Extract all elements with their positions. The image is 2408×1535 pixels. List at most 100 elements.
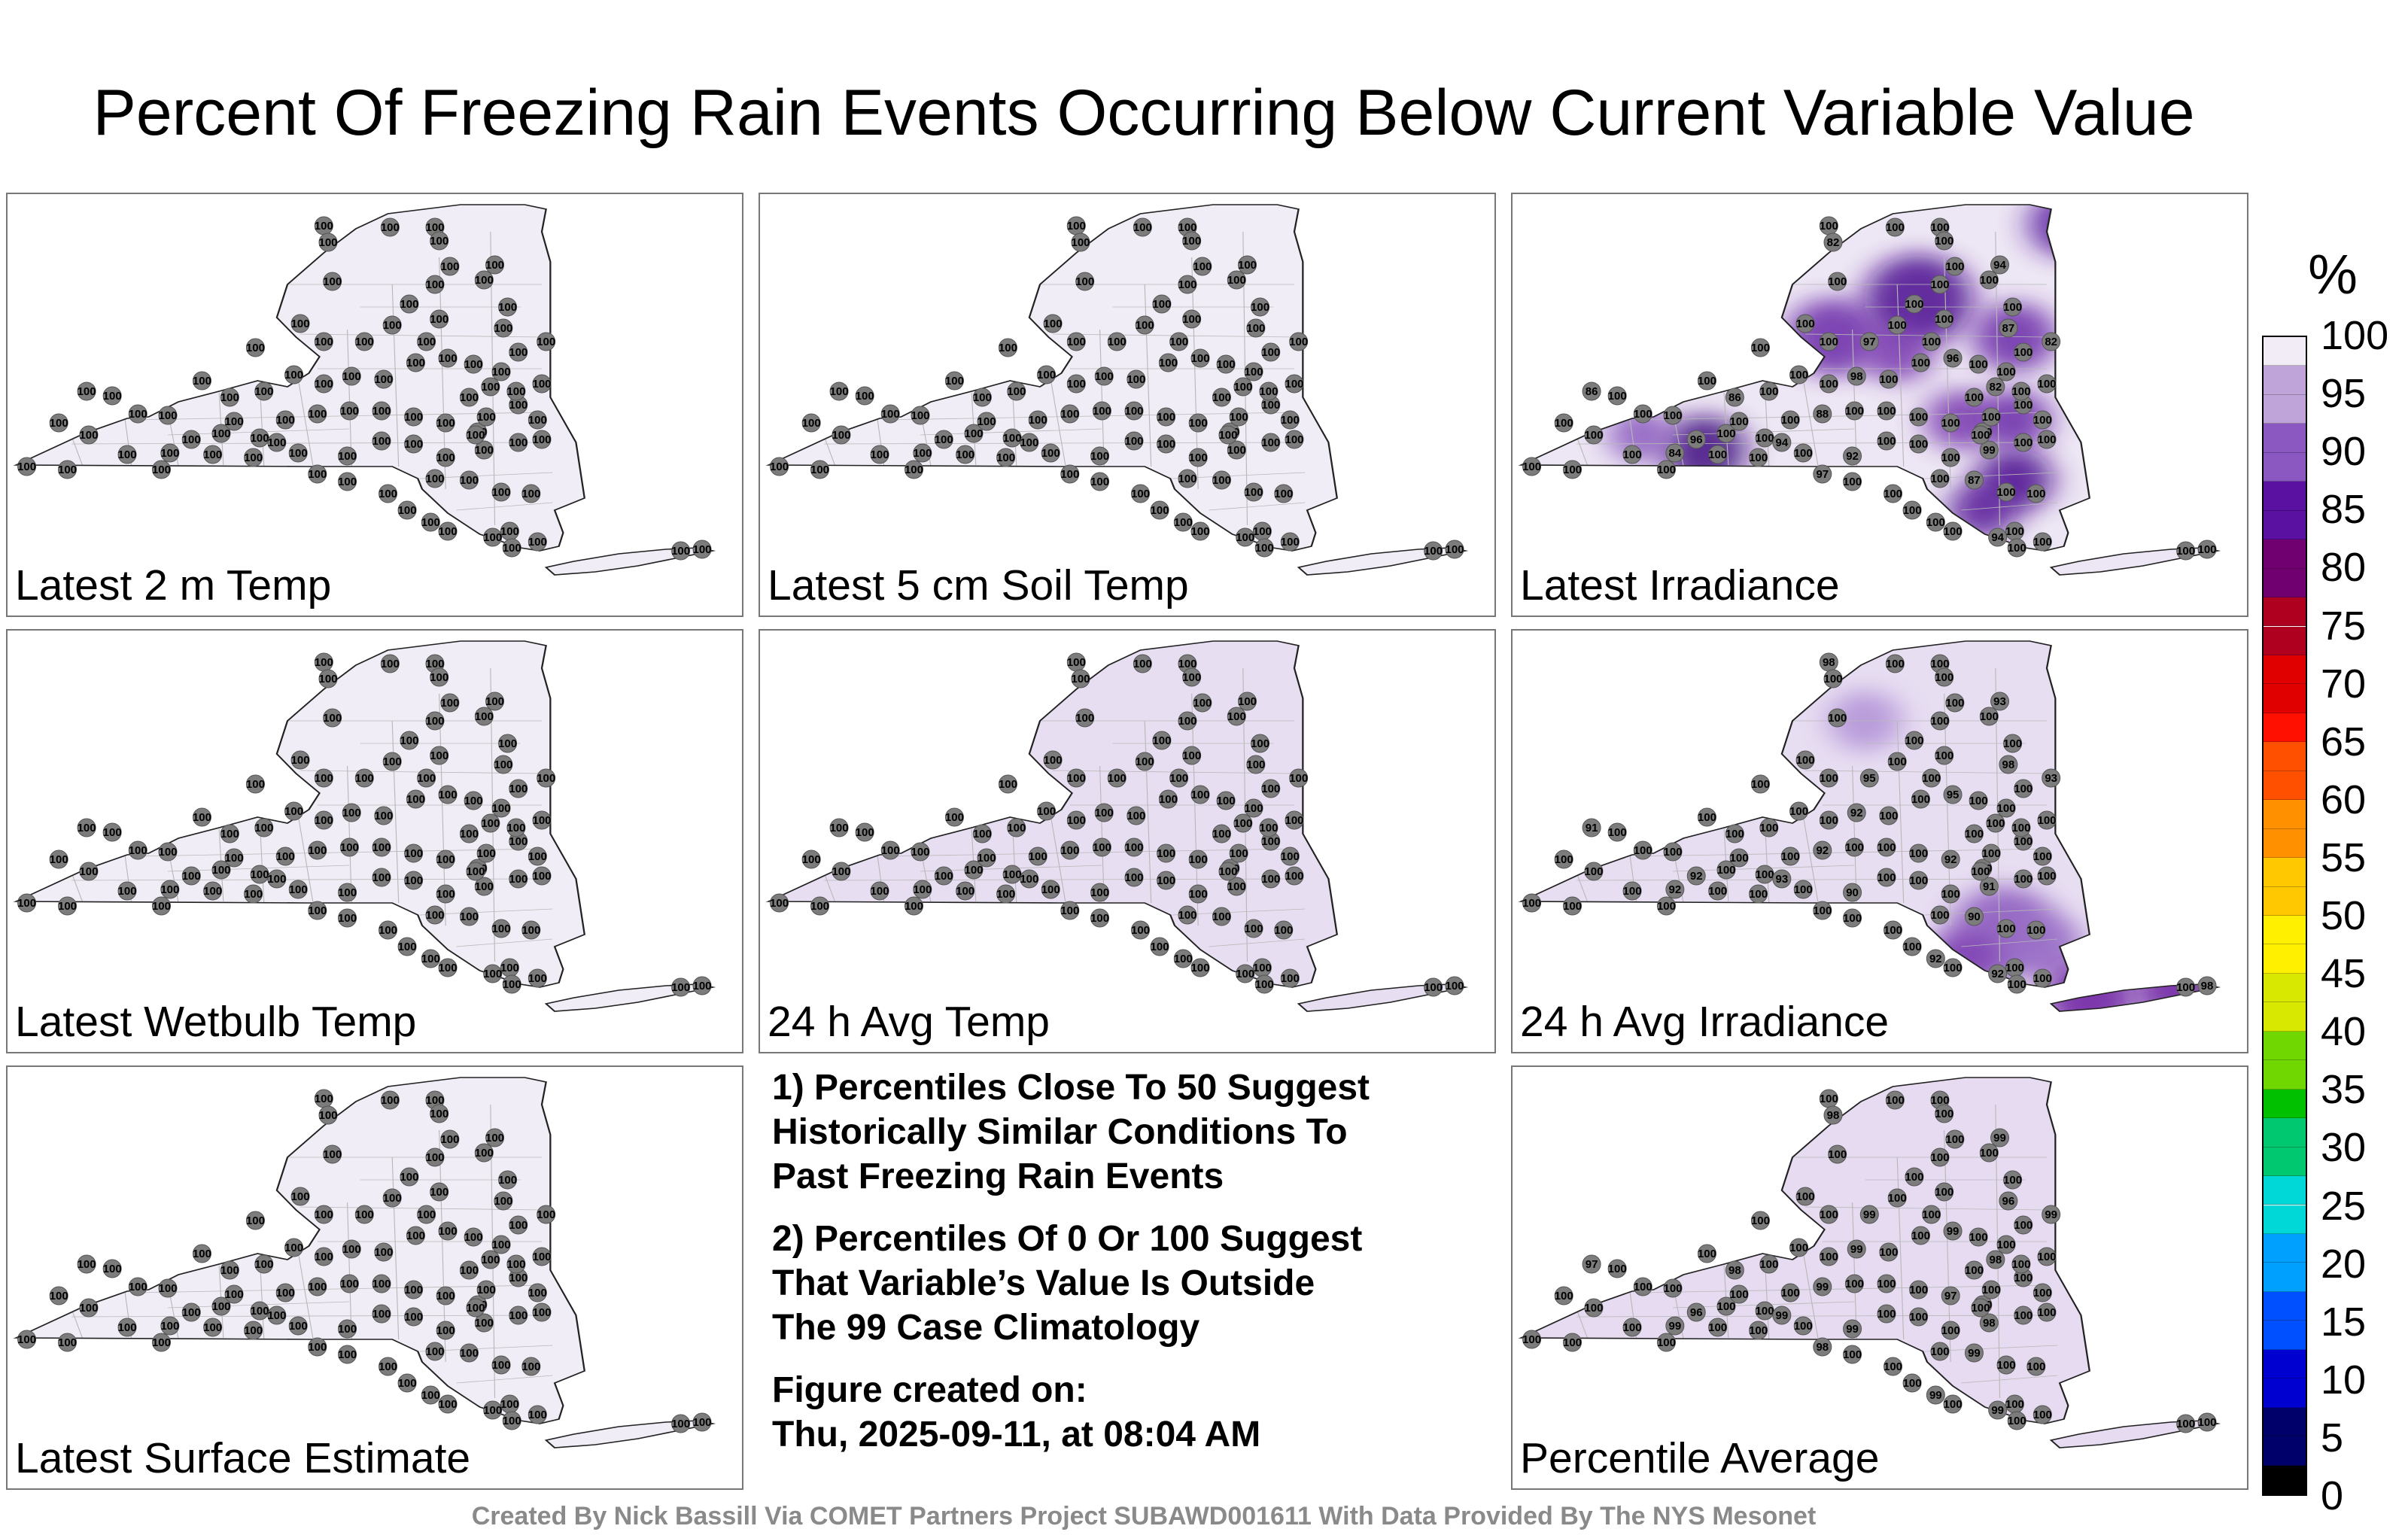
station-marker <box>528 968 547 988</box>
station-value: 100 <box>1997 366 2016 378</box>
station-marker <box>436 850 455 869</box>
station-marker <box>2197 1412 2217 1432</box>
station-value: 100 <box>1794 883 1813 896</box>
station-value: 100 <box>1218 865 1237 878</box>
station-value: 100 <box>460 474 479 487</box>
station-marker <box>1633 1277 1652 1296</box>
station-value: 100 <box>1133 658 1152 670</box>
station-marker <box>1905 731 1924 750</box>
station-value: 100 <box>1157 438 1175 451</box>
station-marker <box>1905 1167 1924 1187</box>
station-value: 100 <box>1941 1324 1960 1337</box>
station-value: 98 <box>1989 1254 2002 1266</box>
station-marker <box>1926 1385 1945 1405</box>
station-value: 100 <box>830 822 849 834</box>
long-island-outline <box>1297 547 1469 576</box>
colorbar-tick-label: 25 <box>2321 1183 2367 1229</box>
station-value: 100 <box>1879 810 1898 822</box>
county-line <box>1144 284 1152 467</box>
station-marker <box>996 884 1016 904</box>
station-marker <box>425 1147 445 1167</box>
station-marker <box>1971 1298 1990 1318</box>
station-value: 100 <box>2033 536 2052 549</box>
station-marker <box>2033 532 2052 552</box>
station-marker <box>1935 667 1954 687</box>
station-value: 100 <box>1584 429 1603 442</box>
station-marker <box>1238 692 1257 711</box>
station-value: 100 <box>2033 1287 2052 1299</box>
station-marker <box>1935 231 1954 251</box>
station-value: 100 <box>158 409 177 422</box>
station-marker <box>1909 434 1929 454</box>
station-value: 100 <box>289 883 308 896</box>
station-value: 100 <box>152 1336 171 1349</box>
station-marker <box>1859 768 1879 788</box>
station-value: 100 <box>1090 476 1109 488</box>
long-island-fill <box>2051 548 2218 575</box>
station-marker <box>192 371 211 391</box>
station-value: 100 <box>372 435 391 448</box>
station-value: 100 <box>1930 278 1949 291</box>
station-marker <box>1964 1260 1984 1280</box>
station-marker <box>1971 425 1990 445</box>
station-value: 100 <box>1845 1278 1864 1290</box>
station-marker <box>1233 813 1253 833</box>
station-value: 100 <box>315 656 333 669</box>
station-marker <box>1969 1227 1988 1247</box>
station-marker <box>528 410 547 430</box>
station-value: 100 <box>2026 1360 2045 1373</box>
station-marker <box>372 837 391 857</box>
county-line <box>391 284 400 467</box>
station-marker <box>474 707 494 726</box>
station-value: 100 <box>1930 221 1949 234</box>
station-value: 100 <box>1903 941 1922 953</box>
station-marker <box>2042 1205 2061 1224</box>
station-marker <box>1126 369 1146 389</box>
station-marker <box>977 848 996 868</box>
station-marker <box>1285 430 1304 449</box>
station-value: 100 <box>1124 405 1143 418</box>
colorbar-segment <box>2264 1205 2306 1234</box>
station-marker <box>1060 840 1080 860</box>
station-value: 100 <box>1178 658 1196 670</box>
station-marker <box>671 541 691 561</box>
colorbar-segment <box>2264 1060 2306 1090</box>
county-line <box>456 1375 553 1384</box>
note-percentile-50: 1) Percentiles Close To 50 Suggest Histo… <box>772 1068 1370 1196</box>
station-value: 100 <box>770 460 789 473</box>
station-marker <box>440 257 460 276</box>
station-value: 100 <box>492 366 511 378</box>
station-marker <box>374 1242 394 1262</box>
station-value: 100 <box>318 1109 337 1122</box>
station-marker <box>1941 413 1960 433</box>
station-marker <box>380 654 400 673</box>
colorbar-segment <box>2264 1147 2306 1177</box>
station-marker <box>102 1259 122 1278</box>
station-value: 100 <box>1930 909 1949 922</box>
station-value: 100 <box>246 1214 265 1227</box>
station-marker <box>339 401 359 421</box>
station-value: 100 <box>1274 924 1293 937</box>
station-marker <box>474 440 494 460</box>
station-marker <box>1943 1394 1963 1414</box>
station-marker <box>58 896 78 916</box>
station-value: 100 <box>1095 807 1114 819</box>
station-marker <box>438 785 458 804</box>
station-value: 100 <box>2176 981 2195 994</box>
station-value: 100 <box>1698 811 1716 824</box>
station-value: 100 <box>1245 366 1263 378</box>
station-value: 100 <box>1657 1336 1676 1349</box>
station-marker <box>1930 711 1950 731</box>
station-value: 100 <box>1093 841 1111 854</box>
station-value: 100 <box>1178 715 1196 728</box>
station-value: 92 <box>1944 853 1957 866</box>
station-marker <box>314 768 333 788</box>
long-island-fill <box>546 984 713 1011</box>
station-marker <box>1945 1129 1965 1149</box>
station-value: 100 <box>1044 754 1063 767</box>
station-marker <box>1902 500 1922 520</box>
county-line <box>1961 502 2058 511</box>
station-value: 100 <box>404 847 423 860</box>
station-value: 100 <box>267 873 286 886</box>
